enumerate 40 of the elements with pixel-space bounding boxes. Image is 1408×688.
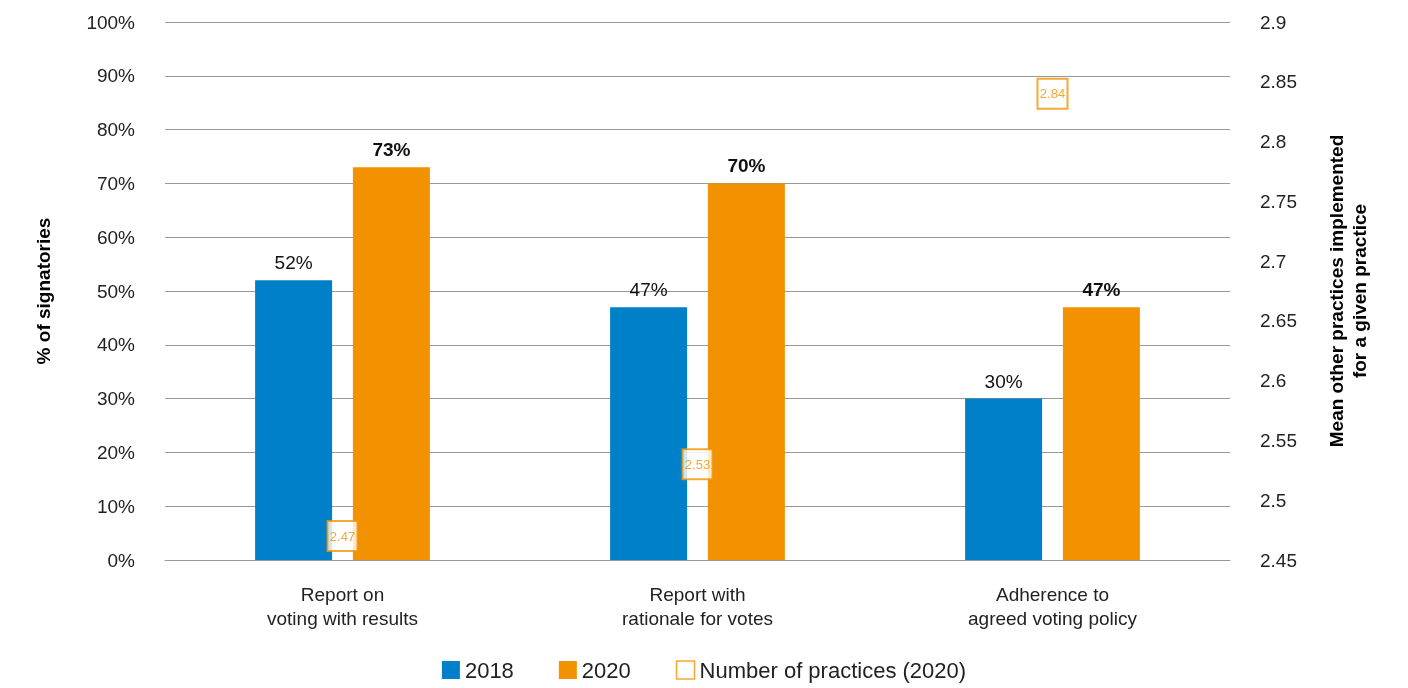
data-label: 73% <box>372 139 411 161</box>
y-axis-title: % of signatories <box>33 217 54 365</box>
y2-tick-label: 2.45 <box>1260 549 1297 571</box>
y-tick-label: 50% <box>96 280 136 302</box>
legend-label: Number of practices (2020) <box>699 657 967 683</box>
y-tick-label: 20% <box>96 441 136 463</box>
data-label: 47% <box>629 279 668 301</box>
y-tick-label: 70% <box>96 172 136 194</box>
data-label: 2.47 <box>329 528 356 544</box>
y2-tick-label: 2.8 <box>1260 131 1287 153</box>
y-tick-label: 0% <box>107 549 136 571</box>
data-label: 30% <box>984 370 1023 392</box>
legend-label: 2020 <box>581 657 631 683</box>
data-label: 52% <box>274 252 313 274</box>
x-tick-label: Report on voting with results <box>266 583 419 629</box>
y2-tick-label: 2.65 <box>1260 310 1297 332</box>
y2-tick-label: 2.9 <box>1260 11 1287 33</box>
y2-tick-label: 2.5 <box>1260 489 1287 511</box>
bar <box>1062 307 1140 560</box>
bar <box>965 398 1043 560</box>
y2-tick-label: 2.75 <box>1260 190 1297 212</box>
y2-axis-title: Mean other practices implemented for a given practice <box>1326 134 1370 448</box>
y-tick-label: 90% <box>96 65 136 87</box>
data-label: 70% <box>727 155 766 177</box>
x-tick-label: Adherence to agreed voting policy <box>968 583 1138 629</box>
y2-tick-label: 2.6 <box>1260 370 1287 392</box>
y2-tick-label: 2.55 <box>1260 429 1297 451</box>
y-tick-label: 10% <box>96 495 136 517</box>
y-tick-label: 80% <box>96 119 136 141</box>
y-tick-label: 40% <box>96 334 136 356</box>
legend-label: 2018 <box>464 657 514 683</box>
data-label: 2.84 <box>1039 86 1066 102</box>
x-tick-label: Report with rationale for votes <box>621 583 774 629</box>
data-label: 47% <box>1082 279 1121 301</box>
y2-tick-label: 2.7 <box>1260 250 1287 272</box>
y2-tick-label: 2.85 <box>1260 71 1297 93</box>
y-tick-label: 100% <box>86 11 136 33</box>
data-label: 2.53 <box>684 456 711 472</box>
y-tick-label: 30% <box>96 388 136 410</box>
y-tick-label: 60% <box>96 226 136 248</box>
